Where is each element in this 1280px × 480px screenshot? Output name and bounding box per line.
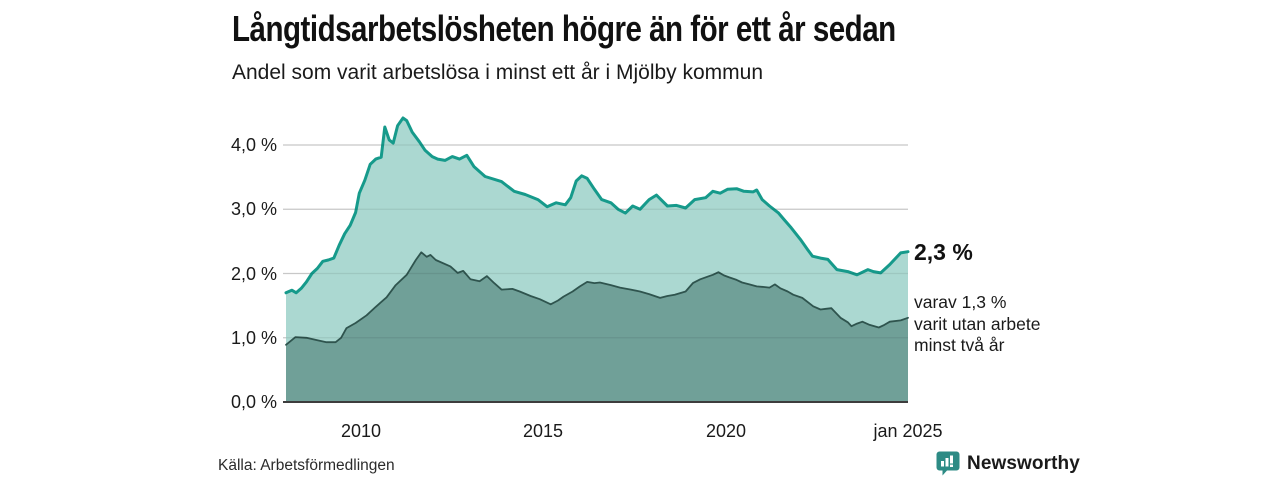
y-tick-label: 4,0 % (230, 135, 277, 155)
y-tick-label: 0,0 % (230, 392, 277, 412)
y-tick-label: 1,0 % (230, 327, 277, 348)
x-tick-label: 2010 (340, 421, 382, 441)
page-subtitle: Andel som varit arbetslösa i minst ett å… (232, 61, 764, 84)
newsworthy-logo-link[interactable]: Newsworthy (936, 451, 1080, 477)
y-tick-label: 2,0 % (230, 263, 277, 284)
y-tick-label: 3,0 % (230, 199, 277, 220)
x-tick-label: jan 2025 (873, 421, 943, 441)
line-two-years-unemployed (285, 251, 909, 346)
x-tick-label: 2015 (522, 421, 564, 441)
end-value-label-total: 2,3 % (914, 239, 973, 265)
secondary-line-1: varav 1,3 % (914, 292, 1007, 312)
x-tick-label: 2020 (705, 421, 747, 441)
page-title: Långtidsarbetslösheten högre än för ett … (232, 8, 896, 49)
area-two-years-unemployed (286, 252, 908, 402)
source-attribution: Källa: Arbetsförmedlingen (218, 457, 395, 474)
secondary-line-2: varit utan arbete (914, 313, 1041, 334)
newsworthy-wordmark: Newsworthy (967, 453, 1080, 474)
secondary-line-3: minst två år (914, 335, 1005, 355)
line-total-unemployed (284, 116, 910, 295)
gridline-overlays (283, 144, 908, 339)
newsworthy-badge-icon (936, 451, 960, 476)
end-value-label-secondary: varav 1,3 % varit utan arbete minst två … (914, 292, 1040, 357)
